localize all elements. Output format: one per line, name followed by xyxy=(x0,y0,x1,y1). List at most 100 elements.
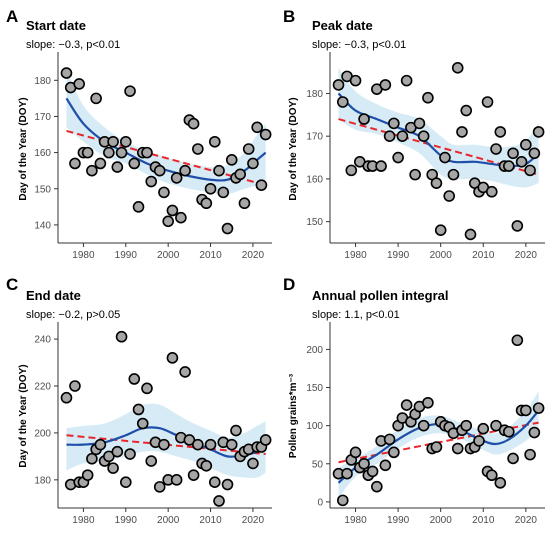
panel-letter: D xyxy=(283,275,295,294)
data-point xyxy=(383,433,396,446)
x-tick-label: 2010 xyxy=(472,250,495,261)
data-point xyxy=(511,334,524,347)
y-tick-label: 140 xyxy=(34,220,51,231)
data-point xyxy=(392,151,404,164)
data-point xyxy=(69,157,81,170)
x-tick-label: 1980 xyxy=(72,515,95,526)
data-point xyxy=(179,164,191,177)
data-point xyxy=(400,399,413,411)
data-point xyxy=(447,168,460,181)
linear-trend-line xyxy=(338,118,539,176)
data-point xyxy=(136,417,149,430)
data-point xyxy=(259,434,272,446)
data-point xyxy=(439,151,451,164)
data-point xyxy=(464,228,477,241)
data-point xyxy=(520,404,532,417)
panel-subtitle: slope: −0.3, p<0.01 xyxy=(312,39,406,51)
data-point xyxy=(494,126,507,138)
panel-title: Annual pollen integral xyxy=(312,288,449,303)
data-point xyxy=(145,455,158,467)
data-point xyxy=(213,495,225,507)
data-point xyxy=(132,403,145,416)
x-tick-label: 1990 xyxy=(387,515,410,526)
y-axis-title: Pollen grains*m⁻³ xyxy=(288,373,299,458)
data-point xyxy=(153,164,166,177)
data-point xyxy=(230,424,242,437)
data-point xyxy=(409,168,421,181)
y-tick-label: 180 xyxy=(34,76,51,87)
data-point xyxy=(422,396,434,409)
data-point xyxy=(208,135,221,148)
data-point xyxy=(107,462,119,474)
x-tick-label: 1980 xyxy=(72,250,95,261)
data-point xyxy=(460,419,473,432)
x-tick-label: 2020 xyxy=(515,515,538,526)
data-point xyxy=(528,147,541,160)
y-tick-label: 220 xyxy=(34,382,51,393)
data-point xyxy=(443,190,456,202)
x-tick-label: 2010 xyxy=(472,515,495,526)
data-point xyxy=(86,164,98,177)
data-point xyxy=(532,126,545,138)
panel-letter: A xyxy=(6,7,18,26)
data-point xyxy=(107,135,119,148)
data-point xyxy=(217,186,230,199)
data-point xyxy=(69,380,81,392)
y-tick-label: 200 xyxy=(34,428,51,439)
data-point xyxy=(94,157,107,170)
y-axis-title: Day of the Year (DOY) xyxy=(18,97,29,200)
data-point xyxy=(358,457,370,470)
x-tick-label: 2000 xyxy=(157,250,180,261)
data-point xyxy=(383,130,396,142)
y-tick-label: 0 xyxy=(317,497,323,508)
y-tick-label: 50 xyxy=(312,459,324,470)
data-point xyxy=(460,104,473,117)
data-point xyxy=(86,452,98,465)
data-point xyxy=(422,91,434,104)
data-point xyxy=(60,391,73,404)
data-point xyxy=(413,117,426,130)
data-point xyxy=(332,79,345,91)
panel-title: End date xyxy=(26,288,81,303)
data-point xyxy=(477,422,490,435)
data-point xyxy=(379,79,392,91)
data-point xyxy=(115,330,128,343)
panel-title: Peak date xyxy=(312,18,373,33)
x-tick-label: 2020 xyxy=(242,250,265,261)
y-tick-label: 150 xyxy=(306,383,323,394)
x-tick-label: 1980 xyxy=(344,515,367,526)
data-point xyxy=(503,425,515,438)
data-point xyxy=(238,197,251,210)
x-tick-label: 2010 xyxy=(199,250,222,261)
data-point xyxy=(73,78,85,90)
data-point xyxy=(524,448,536,461)
x-tick-label: 2010 xyxy=(199,515,222,526)
data-point xyxy=(162,215,174,228)
data-point xyxy=(371,480,383,493)
data-point xyxy=(145,175,158,188)
data-point xyxy=(124,448,136,460)
data-point xyxy=(456,126,468,138)
y-tick-label: 240 xyxy=(34,335,51,346)
data-point xyxy=(81,469,94,481)
data-point xyxy=(259,128,272,141)
data-point xyxy=(60,67,73,79)
y-tick-label: 160 xyxy=(306,174,323,185)
data-point xyxy=(141,382,153,395)
data-point xyxy=(417,130,430,142)
data-point xyxy=(94,438,107,451)
y-axis-title: Day of the Year (DOY) xyxy=(288,97,299,200)
y-tick-label: 150 xyxy=(34,184,51,195)
data-point xyxy=(200,197,213,210)
data-point xyxy=(183,434,196,446)
data-point xyxy=(170,172,183,184)
y-tick-label: 180 xyxy=(306,89,323,100)
data-point xyxy=(208,476,221,488)
data-point xyxy=(247,157,259,170)
data-point xyxy=(221,222,234,235)
y-tick-label: 100 xyxy=(306,421,323,432)
x-tick-label: 2020 xyxy=(242,515,265,526)
x-tick-label: 2000 xyxy=(430,250,453,261)
panel-subtitle: slope: 1.1, p<0.01 xyxy=(312,309,400,321)
